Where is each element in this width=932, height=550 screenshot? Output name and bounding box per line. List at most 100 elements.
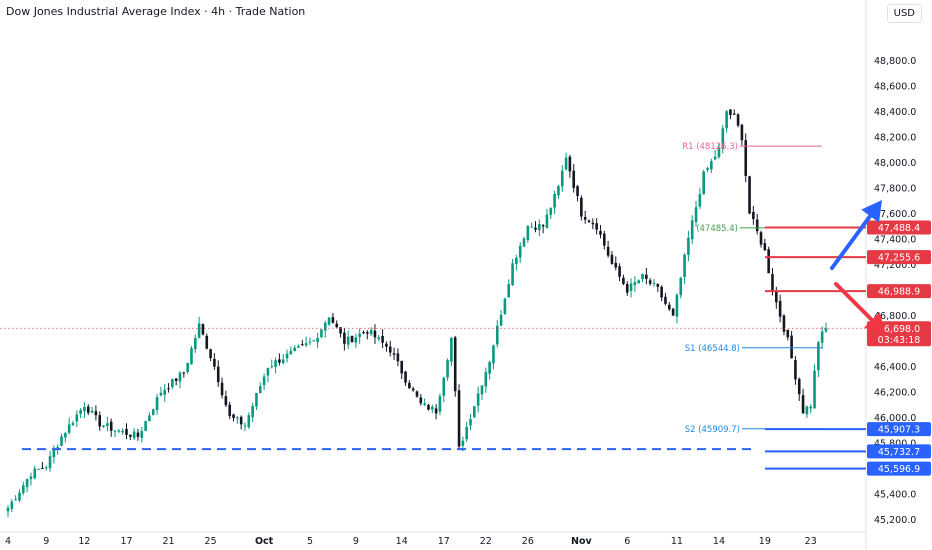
candle-body — [163, 389, 167, 395]
y-tick-label: 46,200.0 — [874, 387, 916, 398]
candle-body — [732, 113, 736, 115]
candle-body — [404, 371, 407, 383]
candle-body — [690, 220, 694, 240]
candle-body — [633, 282, 637, 286]
candle-body — [702, 171, 705, 195]
candle-body — [396, 353, 400, 362]
y-tick-label: 45,800.0 — [874, 438, 916, 449]
candle-body — [224, 396, 228, 406]
candle-body — [801, 395, 805, 414]
candle-body — [488, 361, 491, 374]
candle-body — [480, 385, 484, 395]
candle-body — [18, 492, 21, 501]
candle-body — [606, 246, 610, 256]
x-tick-label: 21 — [162, 536, 174, 547]
candle-body — [430, 406, 434, 410]
candle-body — [186, 362, 189, 373]
candle-body — [553, 194, 556, 208]
candle-body — [427, 404, 430, 410]
candle-body — [285, 353, 289, 359]
candle-body — [113, 430, 117, 432]
candle-body — [595, 223, 598, 230]
candle-body — [587, 220, 591, 223]
candle-body — [193, 337, 197, 350]
candle-body — [232, 414, 235, 419]
candle-body — [190, 348, 193, 365]
level-price-label: 45,732.7 — [878, 447, 920, 458]
candle-body — [98, 415, 102, 427]
candle-body — [717, 147, 721, 158]
pivot-label-s1: S1 (46544.8) — [685, 344, 740, 354]
y-tick-label: 47,600.0 — [874, 209, 916, 220]
candle-body — [740, 124, 744, 141]
candle-body — [622, 277, 625, 284]
pivot-label-s2: S2 (45909.7) — [685, 425, 740, 435]
x-tick-label: 19 — [759, 536, 771, 547]
candle-body — [572, 170, 576, 188]
candle-body — [687, 237, 690, 255]
candle-body — [786, 329, 790, 338]
candle-body — [247, 415, 251, 428]
y-tick-label: 46,800.0 — [874, 311, 916, 322]
candle-body — [388, 346, 392, 353]
x-tick-label: 17 — [120, 536, 132, 547]
candle-body — [171, 378, 174, 388]
candle-body — [129, 434, 132, 437]
y-tick-label: 48,800.0 — [874, 56, 916, 67]
candle-body — [706, 168, 709, 170]
currency-button[interactable]: USD — [886, 4, 922, 23]
candle-body — [618, 266, 621, 277]
y-tick-label: 45,200.0 — [874, 515, 916, 526]
x-tick-label: 14 — [396, 536, 408, 547]
candle-body — [820, 331, 824, 343]
candle-body — [419, 397, 423, 404]
candle-body — [205, 335, 209, 349]
candle-body — [580, 197, 583, 217]
x-tick-label: 26 — [522, 536, 534, 547]
candle-body — [64, 433, 67, 438]
candle-body — [21, 485, 25, 493]
candle-body — [522, 238, 526, 247]
candle-body — [71, 423, 75, 425]
candle-body — [729, 109, 732, 115]
candle-body — [213, 358, 216, 367]
candle-body — [713, 156, 717, 160]
candle-body — [698, 194, 702, 207]
candle-body — [308, 341, 312, 343]
candle-body — [106, 423, 109, 427]
candle-body — [775, 290, 778, 303]
candle-body — [679, 277, 683, 296]
candle-body — [457, 390, 461, 447]
candle-body — [343, 332, 346, 344]
chart-title: Dow Jones Industrial Average Index · 4h … — [6, 5, 306, 18]
candle-body — [599, 231, 602, 235]
candle-body — [251, 405, 254, 418]
candle-body — [778, 300, 782, 317]
candle-body — [576, 186, 579, 196]
candle-body — [144, 421, 147, 432]
candle-body — [41, 467, 44, 469]
candle-body — [167, 388, 170, 390]
x-tick-label: Nov — [571, 536, 592, 547]
candle-body — [201, 324, 205, 335]
candle-body — [495, 325, 499, 345]
candle-body — [362, 332, 365, 334]
candle-body — [289, 350, 293, 355]
bullish-arrow-shaft — [830, 214, 873, 270]
candle-body — [752, 211, 755, 220]
candle-body — [763, 243, 767, 251]
candle-body — [239, 416, 243, 425]
candle-body — [664, 296, 667, 304]
candle-body — [423, 403, 426, 405]
candle-body — [102, 425, 105, 427]
candle-body — [400, 360, 404, 374]
candle-body — [568, 156, 572, 172]
candle-body — [641, 273, 644, 280]
candle-body — [178, 372, 182, 382]
candle-body — [220, 382, 224, 396]
x-tick-label: 4 — [5, 536, 11, 547]
candle-body — [637, 280, 641, 284]
candle-body — [392, 353, 396, 355]
